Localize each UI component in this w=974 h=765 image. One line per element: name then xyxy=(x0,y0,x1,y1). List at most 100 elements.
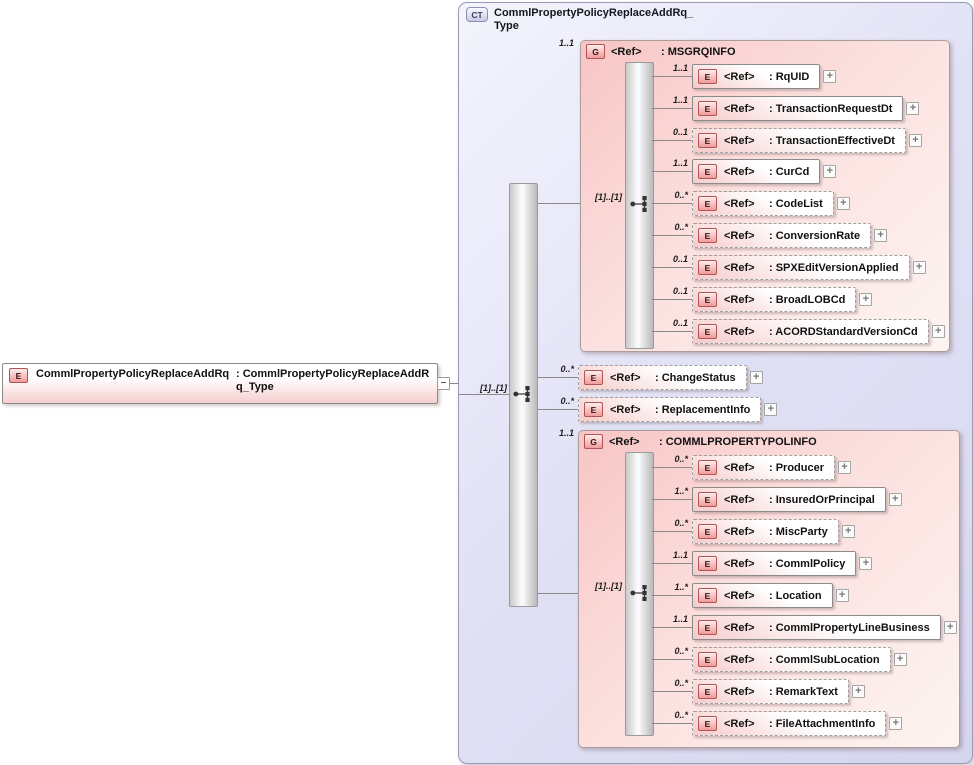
group-name: : COMMLPROPERTYPOLINFO xyxy=(659,435,817,448)
expand-icon[interactable]: + xyxy=(912,261,926,274)
element-ref: <Ref> xyxy=(724,134,755,147)
element-badge: E xyxy=(584,402,603,417)
expand-icon[interactable]: + xyxy=(943,621,957,634)
element-replacementinfo[interactable]: E <Ref> : ReplacementInfo + xyxy=(578,397,778,422)
element-box[interactable]: E <Ref> : CommlPolicy xyxy=(692,551,857,576)
cardinality-label: 1..1 xyxy=(672,95,688,105)
connector-line xyxy=(652,595,692,596)
element-box[interactable]: E <Ref> : ChangeStatus xyxy=(578,365,747,390)
element-changestatus[interactable]: E <Ref> : ChangeStatus + xyxy=(578,365,763,390)
connector-line xyxy=(652,467,692,468)
cardinality-label: 0..* xyxy=(560,364,574,374)
element-box[interactable]: E <Ref> : CommlPropertyLineBusiness xyxy=(692,615,941,640)
element-fileattachmentinfo[interactable]: E <Ref> : FileAttachmentInfo + xyxy=(692,711,903,736)
expand-icon[interactable]: + xyxy=(888,493,902,506)
expand-icon[interactable]: + xyxy=(749,371,763,384)
element-box[interactable]: E <Ref> : ReplacementInfo xyxy=(578,397,762,422)
element-box[interactable]: E <Ref> : TransactionRequestDt xyxy=(692,96,904,121)
element-badge: E xyxy=(698,492,717,507)
element-box[interactable]: E <Ref> : RemarkText xyxy=(692,679,849,704)
collapse-icon[interactable]: – xyxy=(437,377,450,390)
expand-icon[interactable]: + xyxy=(906,102,920,115)
expand-icon[interactable]: + xyxy=(889,717,903,730)
cardinality-label: 1..* xyxy=(674,582,688,592)
cardinality-label: 0..1 xyxy=(672,286,688,296)
element-box[interactable]: E <Ref> : TransactionEffectiveDt xyxy=(692,128,906,153)
expand-icon[interactable]: + xyxy=(893,653,907,666)
element-transactioneffectivedt[interactable]: E <Ref> : TransactionEffectiveDt + xyxy=(692,128,922,153)
expand-icon[interactable]: + xyxy=(836,197,850,210)
expand-icon[interactable]: + xyxy=(874,229,888,242)
connector-line xyxy=(652,140,692,141)
element-commlpropertylinebusiness[interactable]: E <Ref> : CommlPropertyLineBusiness + xyxy=(692,615,957,640)
element-acordstandardversioncd[interactable]: E <Ref> : ACORDStandardVersionCd + xyxy=(692,319,945,344)
element-codelist[interactable]: E <Ref> : CodeList + xyxy=(692,191,850,216)
expand-icon[interactable]: + xyxy=(908,134,922,147)
expand-icon[interactable]: + xyxy=(838,461,852,474)
expand-icon[interactable]: + xyxy=(859,293,873,306)
cardinality-label: 0..1 xyxy=(672,318,688,328)
connector-line xyxy=(538,377,578,378)
expand-icon[interactable]: + xyxy=(851,685,865,698)
connector-line xyxy=(652,235,692,236)
element-location[interactable]: E <Ref> : Location + xyxy=(692,583,849,608)
element-ref: <Ref> xyxy=(724,197,755,210)
element-box[interactable]: E <Ref> : FileAttachmentInfo xyxy=(692,711,887,736)
element-box[interactable]: E <Ref> : InsuredOrPrincipal xyxy=(692,487,886,512)
expand-icon[interactable]: + xyxy=(859,557,873,570)
element-badge: E xyxy=(9,368,28,383)
connector-line xyxy=(652,723,692,724)
element-name: : RemarkText xyxy=(769,685,838,698)
element-box[interactable]: E <Ref> : CodeList xyxy=(692,191,834,216)
cardinality-label: 0..* xyxy=(674,710,688,720)
element-ref: <Ref> xyxy=(610,403,641,416)
root-element-box[interactable]: E CommlPropertyPolicyReplaceAddRq : Comm… xyxy=(2,363,438,404)
sequence-bar xyxy=(625,452,654,736)
element-box[interactable]: E <Ref> : ACORDStandardVersionCd xyxy=(692,319,929,344)
element-commlpolicy[interactable]: E <Ref> : CommlPolicy + xyxy=(692,551,873,576)
element-badge: E xyxy=(698,652,717,667)
element-badge: E xyxy=(698,260,717,275)
element-conversionrate[interactable]: E <Ref> : ConversionRate + xyxy=(692,223,888,248)
element-producer[interactable]: E <Ref> : Producer + xyxy=(692,455,852,480)
sequence-icon xyxy=(630,585,647,601)
element-name: : Producer xyxy=(769,461,825,474)
expand-icon[interactable]: + xyxy=(823,70,837,83)
element-insuredorprincipal[interactable]: E <Ref> : InsuredOrPrincipal + xyxy=(692,487,902,512)
element-box[interactable]: E <Ref> : MiscParty xyxy=(692,519,839,544)
group-ref: <Ref> xyxy=(611,45,642,58)
cardinality-label: 1..1 xyxy=(672,550,688,560)
element-remarktext[interactable]: E <Ref> : RemarkText + xyxy=(692,679,865,704)
element-rquid[interactable]: E <Ref> : RqUID + xyxy=(692,64,837,89)
expand-icon[interactable]: + xyxy=(841,525,855,538)
element-commlsublocation[interactable]: E <Ref> : CommlSubLocation + xyxy=(692,647,907,672)
element-badge: E xyxy=(698,716,717,731)
element-box[interactable]: E <Ref> : BroadLOBCd xyxy=(692,287,857,312)
connector-line xyxy=(652,171,692,172)
element-badge: E xyxy=(698,524,717,539)
element-curcd[interactable]: E <Ref> : CurCd + xyxy=(692,159,837,184)
element-transactionrequestdt[interactable]: E <Ref> : TransactionRequestDt + xyxy=(692,96,920,121)
connector-line xyxy=(652,267,692,268)
element-box[interactable]: E <Ref> : Location xyxy=(692,583,833,608)
cardinality-label: [1]..[1] xyxy=(595,192,622,202)
element-ref: <Ref> xyxy=(724,653,755,666)
cardinality-label: 0..* xyxy=(674,518,688,528)
element-broadlobcd[interactable]: E <Ref> : BroadLOBCd + xyxy=(692,287,873,312)
element-badge: E xyxy=(698,164,717,179)
element-box[interactable]: E <Ref> : Producer xyxy=(692,455,836,480)
element-miscparty[interactable]: E <Ref> : MiscParty + xyxy=(692,519,855,544)
element-box[interactable]: E <Ref> : RqUID xyxy=(692,64,821,89)
element-box[interactable]: E <Ref> : SPXEditVersionApplied xyxy=(692,255,910,280)
element-ref: <Ref> xyxy=(724,589,755,602)
element-spxeditversionapplied[interactable]: E <Ref> : SPXEditVersionApplied + xyxy=(692,255,926,280)
element-box[interactable]: E <Ref> : CommlSubLocation xyxy=(692,647,891,672)
expand-icon[interactable]: + xyxy=(764,403,778,416)
expand-icon[interactable]: + xyxy=(931,325,945,338)
expand-icon[interactable]: + xyxy=(835,589,849,602)
element-box[interactable]: E <Ref> : ConversionRate xyxy=(692,223,872,248)
element-badge: E xyxy=(698,292,717,307)
expand-icon[interactable]: + xyxy=(823,165,837,178)
element-box[interactable]: E <Ref> : CurCd xyxy=(692,159,821,184)
element-ref: <Ref> xyxy=(724,685,755,698)
